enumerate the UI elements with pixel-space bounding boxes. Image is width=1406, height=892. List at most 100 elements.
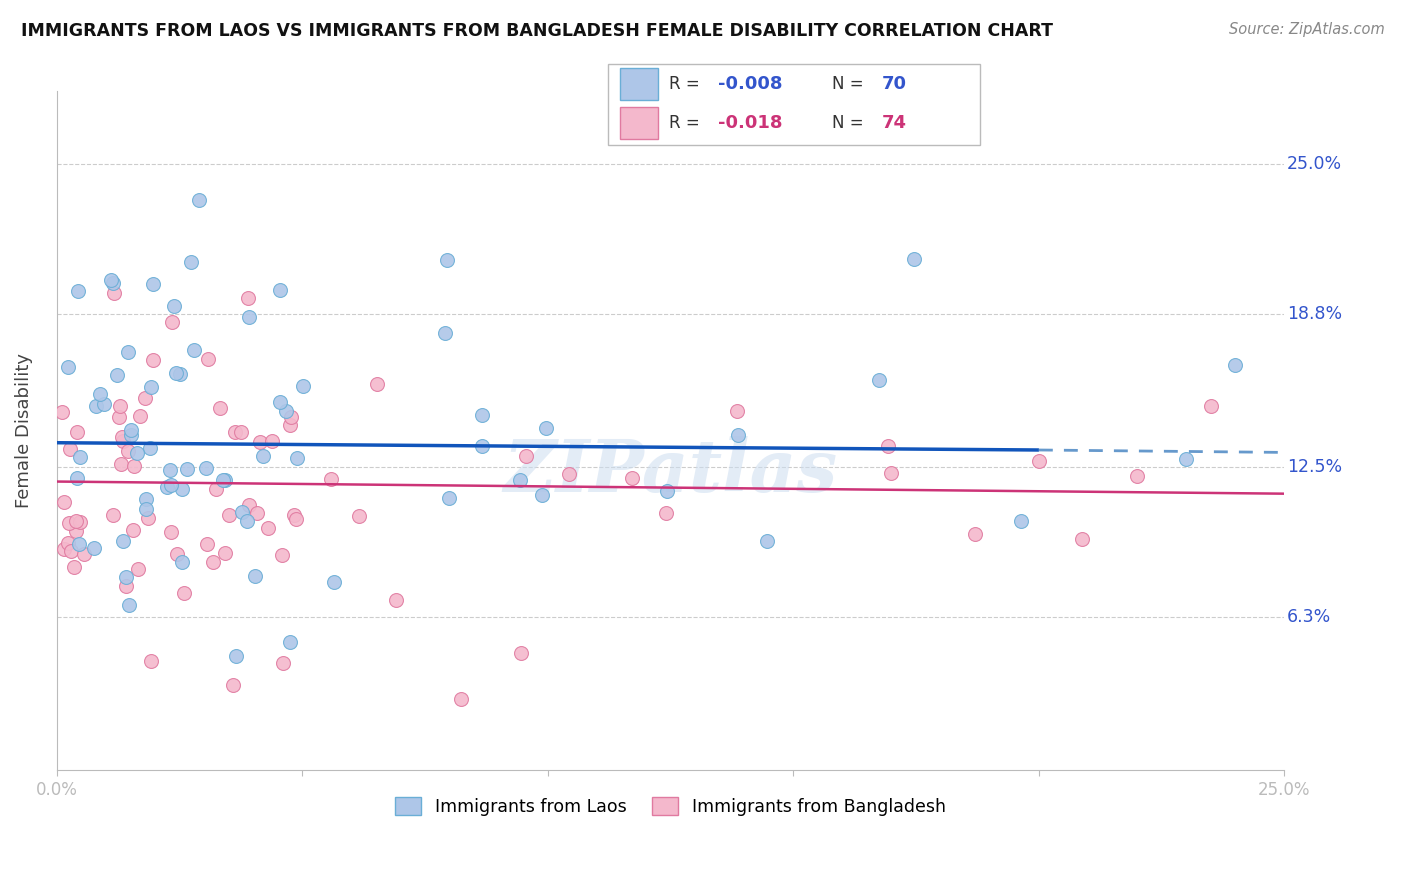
Point	[509, 473, 531, 487]
Point	[322, 575, 344, 590]
Point	[159, 525, 181, 540]
Point	[127, 561, 149, 575]
Point	[436, 253, 458, 268]
Text: 70: 70	[882, 75, 907, 93]
Point	[278, 634, 301, 648]
Point	[142, 277, 165, 291]
Point	[188, 194, 211, 208]
Text: 74: 74	[882, 113, 907, 132]
Point	[225, 648, 247, 663]
Point	[56, 359, 79, 374]
Point	[117, 598, 139, 612]
Point	[1199, 399, 1222, 413]
Point	[195, 537, 218, 551]
Point	[238, 291, 260, 305]
Point	[1225, 359, 1247, 373]
Point	[1028, 454, 1050, 468]
Bar	[620, 68, 658, 100]
Point	[83, 541, 105, 555]
Point	[67, 537, 90, 551]
Point	[117, 443, 139, 458]
Text: N =: N =	[832, 75, 869, 93]
Point	[271, 549, 294, 563]
Point	[238, 498, 260, 512]
Point	[65, 524, 87, 538]
Point	[112, 434, 135, 449]
Point	[111, 430, 134, 444]
Point	[197, 351, 219, 366]
Point	[655, 506, 678, 520]
Point	[347, 508, 370, 523]
Point	[166, 547, 188, 561]
Text: 25.0%: 25.0%	[1286, 154, 1343, 173]
Point	[122, 458, 145, 473]
Point	[756, 534, 779, 549]
Point	[291, 378, 314, 392]
Point	[880, 467, 903, 481]
Point	[183, 343, 205, 357]
Point	[269, 395, 291, 409]
Point	[433, 326, 456, 340]
Point	[63, 559, 86, 574]
Point	[135, 491, 157, 506]
Point	[218, 508, 240, 522]
Point	[876, 439, 898, 453]
Point	[558, 467, 581, 481]
Point	[52, 494, 75, 508]
Point	[138, 442, 160, 456]
Point	[222, 678, 245, 692]
Point	[101, 508, 124, 522]
Point	[66, 425, 89, 439]
Point	[159, 463, 181, 477]
Legend: Immigrants from Laos, Immigrants from Bangladesh: Immigrants from Laos, Immigrants from Ba…	[388, 790, 953, 822]
Point	[725, 404, 748, 418]
Text: Source: ZipAtlas.com: Source: ZipAtlas.com	[1229, 22, 1385, 37]
Point	[122, 523, 145, 537]
Point	[120, 428, 142, 442]
Point	[59, 442, 82, 457]
Point	[101, 276, 124, 290]
Point	[142, 353, 165, 368]
Point	[1126, 468, 1149, 483]
Point	[274, 404, 297, 418]
Point	[136, 510, 159, 524]
Point	[170, 555, 193, 569]
Point	[84, 399, 107, 413]
Point	[163, 299, 186, 313]
Text: -0.008: -0.008	[718, 75, 783, 93]
Text: 18.8%: 18.8%	[1286, 305, 1343, 323]
Point	[214, 546, 236, 560]
Text: IMMIGRANTS FROM LAOS VS IMMIGRANTS FROM BANGLADESH FEMALE DISABILITY CORRELATION: IMMIGRANTS FROM LAOS VS IMMIGRANTS FROM …	[21, 22, 1053, 40]
Point	[67, 284, 90, 298]
Point	[59, 544, 82, 558]
Point	[238, 310, 260, 324]
Point	[195, 461, 218, 475]
Point	[139, 380, 162, 394]
FancyBboxPatch shape	[609, 64, 980, 145]
Point	[165, 366, 187, 380]
Point	[903, 252, 925, 266]
Point	[260, 434, 283, 448]
Point	[509, 646, 531, 660]
Point	[173, 585, 195, 599]
Point	[202, 555, 225, 569]
Point	[160, 315, 183, 329]
Point	[271, 657, 294, 671]
Point	[205, 482, 228, 496]
Point	[249, 434, 271, 449]
Point	[515, 449, 537, 463]
Point	[1010, 514, 1032, 528]
Point	[52, 542, 75, 557]
Point	[280, 409, 302, 424]
Point	[1071, 532, 1094, 546]
Point	[114, 579, 136, 593]
Point	[89, 386, 111, 401]
Point	[471, 439, 494, 453]
Point	[51, 405, 73, 419]
Point	[58, 516, 80, 530]
Bar	[620, 106, 658, 139]
Point	[176, 461, 198, 475]
Point	[450, 691, 472, 706]
Point	[73, 547, 96, 561]
Point	[246, 506, 269, 520]
